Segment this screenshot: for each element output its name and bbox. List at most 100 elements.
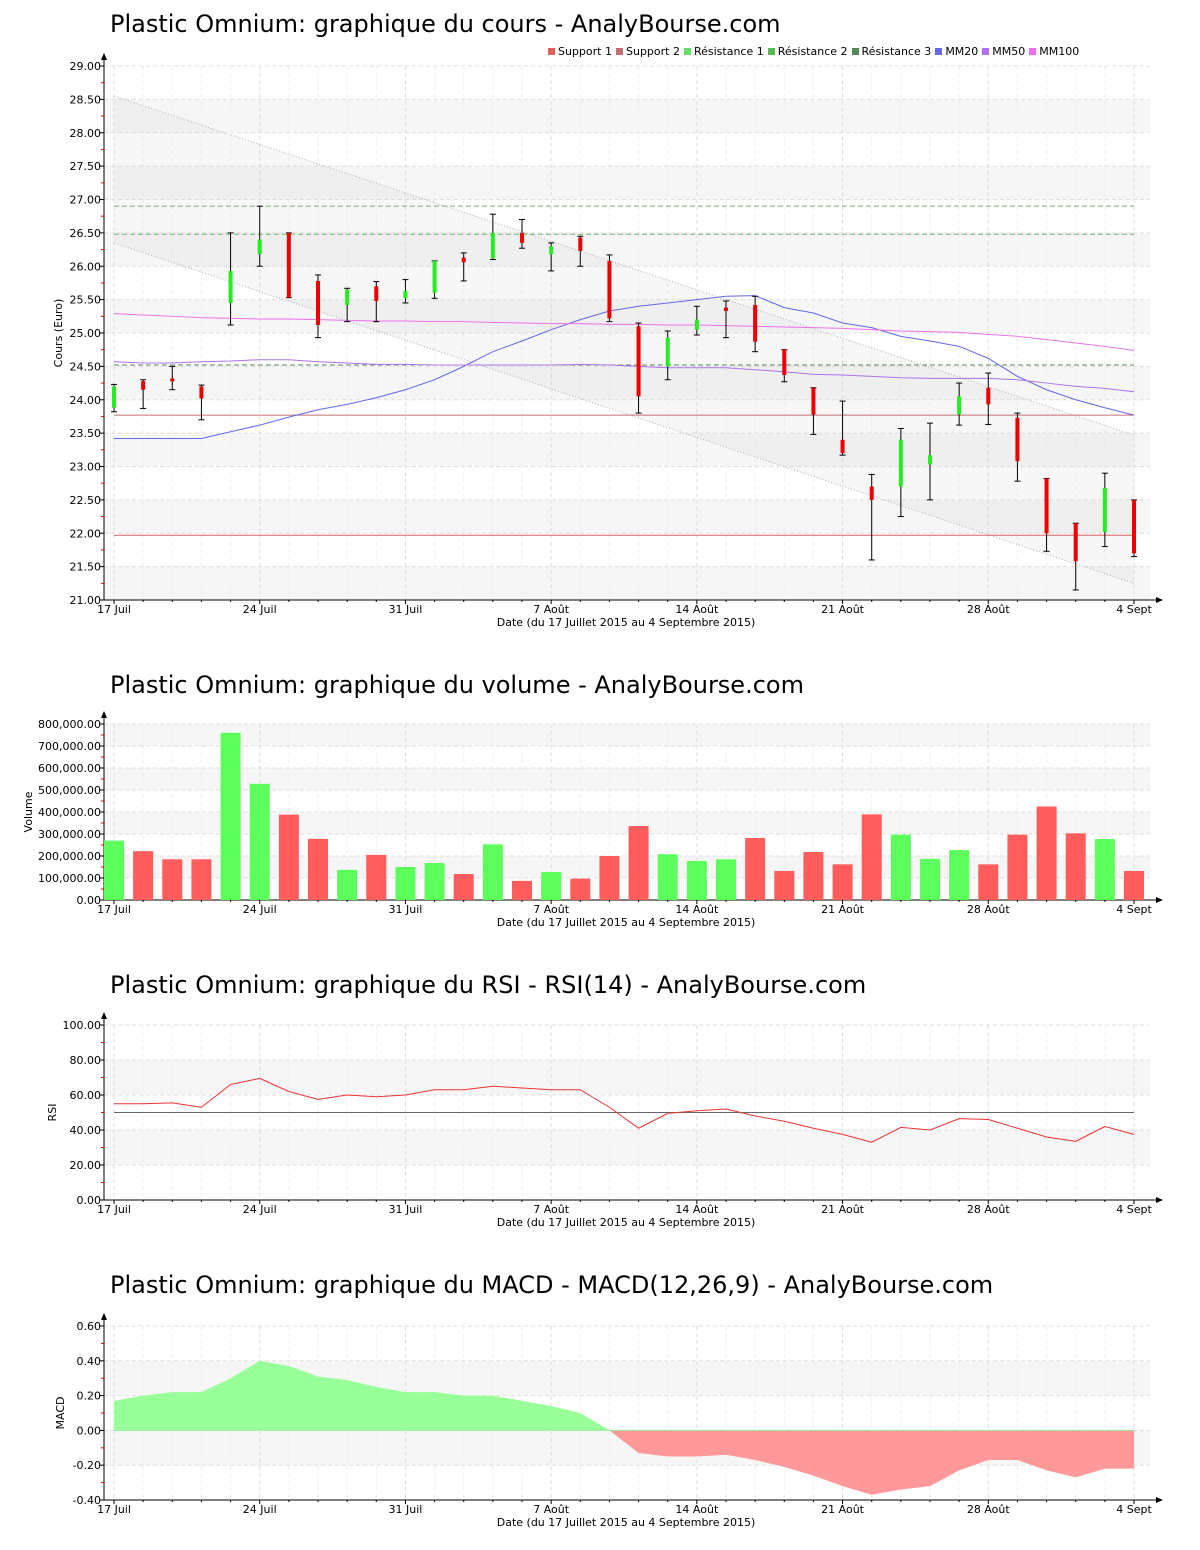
- svg-text:20.00: 20.00: [70, 1159, 102, 1172]
- legend-swatch-icon: [615, 48, 623, 55]
- legend-item: Support 2: [615, 45, 680, 58]
- legend-item: MM100: [1029, 45, 1079, 58]
- svg-text:14 Août: 14 Août: [675, 1503, 719, 1516]
- svg-text:27.50: 27.50: [70, 160, 102, 173]
- svg-text:17 Juil: 17 Juil: [97, 603, 131, 616]
- legend-label: Résistance 1: [693, 45, 764, 58]
- svg-text:21 Août: 21 Août: [821, 1503, 865, 1516]
- svg-text:80.00: 80.00: [70, 1054, 102, 1067]
- svg-text:800,000.00: 800,000.00: [38, 718, 101, 731]
- svg-text:300,000.00: 300,000.00: [38, 828, 101, 841]
- svg-text:17 Juil: 17 Juil: [97, 903, 131, 916]
- svg-text:4 Sept: 4 Sept: [1116, 1503, 1152, 1516]
- legend-swatch-icon: [683, 48, 691, 55]
- svg-text:4 Sept: 4 Sept: [1116, 1203, 1152, 1216]
- svg-text:Date (du 17 Juillet 2015 au 4: Date (du 17 Juillet 2015 au 4 Septembre …: [497, 616, 756, 629]
- legend-item: Résistance 2: [767, 45, 848, 58]
- legend-label: MM100: [1039, 45, 1080, 58]
- svg-text:24.00: 24.00: [70, 394, 102, 407]
- svg-text:28.00: 28.00: [70, 127, 102, 140]
- legend-label: Résistance 3: [861, 45, 932, 58]
- svg-text:4 Sept: 4 Sept: [1116, 903, 1152, 916]
- svg-text:26.50: 26.50: [70, 227, 102, 240]
- svg-text:21.50: 21.50: [70, 561, 102, 574]
- svg-text:7 Août: 7 Août: [533, 1503, 570, 1516]
- price-chart-title: Plastic Omnium: graphique du cours - Ana…: [110, 10, 781, 38]
- svg-text:Date (du 17 Juillet 2015 au 4: Date (du 17 Juillet 2015 au 4 Septembre …: [497, 1216, 756, 1229]
- svg-text:4 Sept: 4 Sept: [1116, 603, 1152, 616]
- legend-swatch-icon: [935, 48, 943, 55]
- svg-text:100.00: 100.00: [63, 1019, 102, 1032]
- price-legend: Support 1 Support 2 Résistance 1 Résistance…: [548, 45, 1079, 58]
- svg-text:23.50: 23.50: [70, 427, 102, 440]
- svg-text:MACD: MACD: [54, 1397, 67, 1430]
- svg-text:0.40: 0.40: [77, 1355, 102, 1368]
- svg-text:25.00: 25.00: [70, 327, 102, 340]
- legend-swatch-icon: [767, 48, 775, 55]
- svg-text:40.00: 40.00: [70, 1124, 102, 1137]
- rsi-chart-title: Plastic Omnium: graphique du RSI - RSI(1…: [110, 971, 867, 999]
- svg-text:21 Août: 21 Août: [821, 1203, 865, 1216]
- legend-swatch-icon: [548, 48, 555, 55]
- svg-text:RSI: RSI: [46, 1104, 59, 1122]
- svg-text:24.50: 24.50: [70, 360, 102, 373]
- legend-label: Support 2: [625, 45, 680, 58]
- legend-label: MM20: [945, 45, 979, 58]
- svg-text:21 Août: 21 Août: [821, 603, 865, 616]
- svg-text:400,000.00: 400,000.00: [38, 806, 101, 819]
- svg-text:24 Juil: 24 Juil: [243, 603, 277, 616]
- svg-text:500,000.00: 500,000.00: [38, 784, 101, 797]
- macd-chart: -0.40 -0.20 0.00 0.20 0.40 0.60 17 Juil 24 Juil…: [54, 1313, 1163, 1529]
- svg-text:0.20: 0.20: [77, 1390, 102, 1403]
- svg-text:-0.20: -0.20: [73, 1459, 101, 1472]
- svg-text:24 Juil: 24 Juil: [243, 1203, 277, 1216]
- svg-text:7 Août: 7 Août: [533, 903, 570, 916]
- volume-chart: 0.00 100,000.00 200,000.00 300,000.00 400,00…: [22, 711, 1163, 929]
- volume-chart-title: Plastic Omnium: graphique du volume - An…: [110, 671, 804, 699]
- svg-text:23.00: 23.00: [70, 461, 102, 474]
- svg-text:0.00: 0.00: [77, 1194, 102, 1207]
- legend-label: MM50: [992, 45, 1026, 58]
- svg-text:24 Juil: 24 Juil: [243, 903, 277, 916]
- svg-text:28 Août: 28 Août: [967, 603, 1011, 616]
- svg-text:21 Août: 21 Août: [821, 903, 865, 916]
- legend-label: Support 1: [558, 45, 612, 58]
- svg-text:0.60: 0.60: [77, 1320, 102, 1333]
- svg-text:31 Juil: 31 Juil: [389, 603, 423, 616]
- legend-item: MM20: [935, 45, 978, 58]
- svg-text:28 Août: 28 Août: [967, 1203, 1011, 1216]
- svg-text:7 Août: 7 Août: [533, 1203, 570, 1216]
- svg-text:0.00: 0.00: [77, 894, 102, 907]
- svg-text:31 Juil: 31 Juil: [389, 1203, 423, 1216]
- svg-text:Date (du 17 Juillet 2015 au 4: Date (du 17 Juillet 2015 au 4 Septembre …: [497, 916, 756, 929]
- svg-text:Volume: Volume: [22, 791, 35, 832]
- svg-text:22.50: 22.50: [70, 494, 102, 507]
- legend-item: Résistance 1: [683, 45, 764, 58]
- svg-text:14 Août: 14 Août: [675, 603, 719, 616]
- svg-text:25.50: 25.50: [70, 294, 102, 307]
- svg-text:28 Août: 28 Août: [967, 1503, 1011, 1516]
- svg-text:200,000.00: 200,000.00: [38, 850, 101, 863]
- legend-item: Support 1: [548, 45, 612, 58]
- legend-label: Résistance 2: [777, 45, 848, 58]
- svg-text:14 Août: 14 Août: [675, 1203, 719, 1216]
- svg-text:700,000.00: 700,000.00: [38, 740, 101, 753]
- legend-item: MM50: [982, 45, 1025, 58]
- svg-text:22.00: 22.00: [70, 527, 102, 540]
- svg-text:31 Juil: 31 Juil: [389, 1503, 423, 1516]
- svg-text:27.00: 27.00: [70, 194, 102, 207]
- legend-swatch-icon: [1029, 48, 1037, 55]
- svg-text:26.00: 26.00: [70, 260, 102, 273]
- svg-text:17 Juil: 17 Juil: [97, 1503, 131, 1516]
- svg-text:21.00: 21.00: [70, 594, 102, 607]
- legend-swatch-icon: [851, 48, 859, 55]
- svg-text:Date (du 17 Juillet 2015 au 4: Date (du 17 Juillet 2015 au 4 Septembre …: [497, 1516, 756, 1529]
- price-chart: 21.00 21.50 22.00 22.50 23.00 23.50 24.00 24.50…: [52, 53, 1163, 629]
- macd-chart-title: Plastic Omnium: graphique du MACD - MACD…: [110, 1271, 994, 1299]
- svg-text:-0.40: -0.40: [73, 1494, 101, 1507]
- svg-text:14 Août: 14 Août: [675, 903, 719, 916]
- svg-text:60.00: 60.00: [70, 1089, 102, 1102]
- svg-text:28.50: 28.50: [70, 93, 102, 106]
- svg-text:600,000.00: 600,000.00: [38, 762, 101, 775]
- svg-text:100,000.00: 100,000.00: [38, 872, 101, 885]
